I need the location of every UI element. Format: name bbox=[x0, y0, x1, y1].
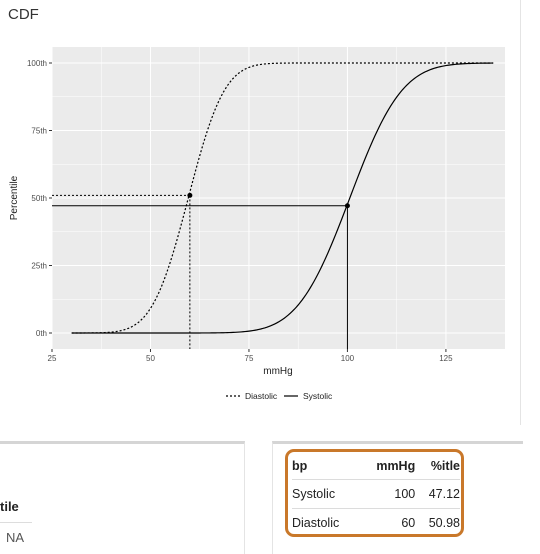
left-panel-divider bbox=[0, 522, 32, 523]
series-line-diastolic bbox=[71, 62, 494, 334]
cell-percentile: 47.12 bbox=[415, 479, 460, 509]
x-tick-label: 125 bbox=[439, 354, 453, 363]
y-tick-label: 25th bbox=[31, 262, 47, 271]
cdf-chart: 0th 25th 50th 75th 100th 25 50 75 100 125 mmHg P… bbox=[9, 47, 505, 401]
x-tick-label: 100 bbox=[341, 354, 355, 363]
reference-points bbox=[187, 192, 350, 209]
x-axis: 25 50 75 100 125 bbox=[48, 349, 453, 363]
reference-point-systolic bbox=[344, 203, 350, 209]
table-row: Diastolic 60 50.98 bbox=[292, 508, 460, 537]
cell-percentile: 50.98 bbox=[415, 508, 460, 537]
reference-point-diastolic bbox=[187, 192, 193, 198]
y-tick-label: 50th bbox=[31, 194, 47, 203]
column-header-mmhg: mmHg bbox=[376, 458, 416, 473]
y-tick-label: 0th bbox=[36, 329, 47, 338]
x-tick-label: 25 bbox=[48, 354, 57, 363]
legend-label-diastolic: Diastolic bbox=[245, 391, 278, 401]
reference-lines bbox=[52, 194, 348, 349]
x-tick-label: 75 bbox=[245, 354, 254, 363]
cell-bp: Systolic bbox=[292, 479, 360, 509]
card-title: CDF bbox=[8, 6, 39, 23]
cell-bp: Diastolic bbox=[292, 508, 360, 537]
legend-label-systolic: Systolic bbox=[303, 391, 333, 401]
y-tick-label: 100th bbox=[27, 59, 47, 68]
bp-table: bp mmHg %itle Systolic 100 47.12 Diastol… bbox=[292, 452, 460, 537]
column-header-percentile: %itle bbox=[430, 458, 460, 473]
y-axis: 0th 25th 50th 75th 100th bbox=[27, 59, 52, 338]
legend: Diastolic Systolic bbox=[226, 391, 333, 401]
series-lines bbox=[71, 62, 494, 334]
left-panel-header: tile bbox=[0, 499, 19, 514]
table-header-row: bp mmHg %itle bbox=[292, 452, 460, 480]
column-header-bp: bp bbox=[292, 458, 308, 473]
y-tick-label: 75th bbox=[31, 127, 47, 136]
left-panel: tile NA bbox=[0, 441, 245, 554]
x-tick-label: 50 bbox=[146, 354, 155, 363]
cell-mmhg: 100 bbox=[359, 479, 416, 509]
y-axis-title: Percentile bbox=[9, 175, 20, 220]
cell-mmhg: 60 bbox=[359, 508, 416, 537]
card-edge bbox=[520, 0, 521, 425]
x-axis-title: mmHg bbox=[263, 366, 292, 377]
series-line-systolic bbox=[71, 62, 494, 334]
table-row: Systolic 100 47.12 bbox=[292, 479, 460, 509]
left-panel-cell: NA bbox=[6, 530, 25, 545]
